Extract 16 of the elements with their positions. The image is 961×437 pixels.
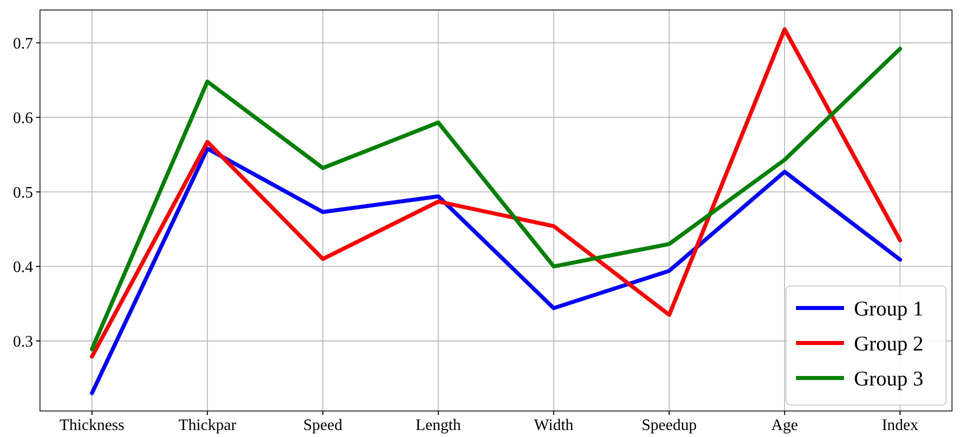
x-tick-label: Speedup [642,417,697,434]
legend-label: Group 2 [854,331,924,356]
y-tick-label: 0.5 [13,184,33,202]
y-tick-label: 0.7 [13,35,33,52]
x-tick-label: Width [534,417,574,434]
x-tick-label: Length [416,417,461,434]
legend-label: Group 1 [854,296,924,320]
x-tick-label: Age [771,417,798,434]
legend-label: Group 3 [854,366,924,390]
x-tick-label: Thickpar [178,417,237,434]
y-tick-label: 0.3 [13,334,33,351]
x-tick-label: Index [882,417,918,434]
x-tick-label: Thickness [60,417,124,434]
y-tick-label: 0.6 [13,110,33,127]
x-tick-label: Speed [303,417,342,434]
y-tick-label: 0.4 [13,259,33,276]
